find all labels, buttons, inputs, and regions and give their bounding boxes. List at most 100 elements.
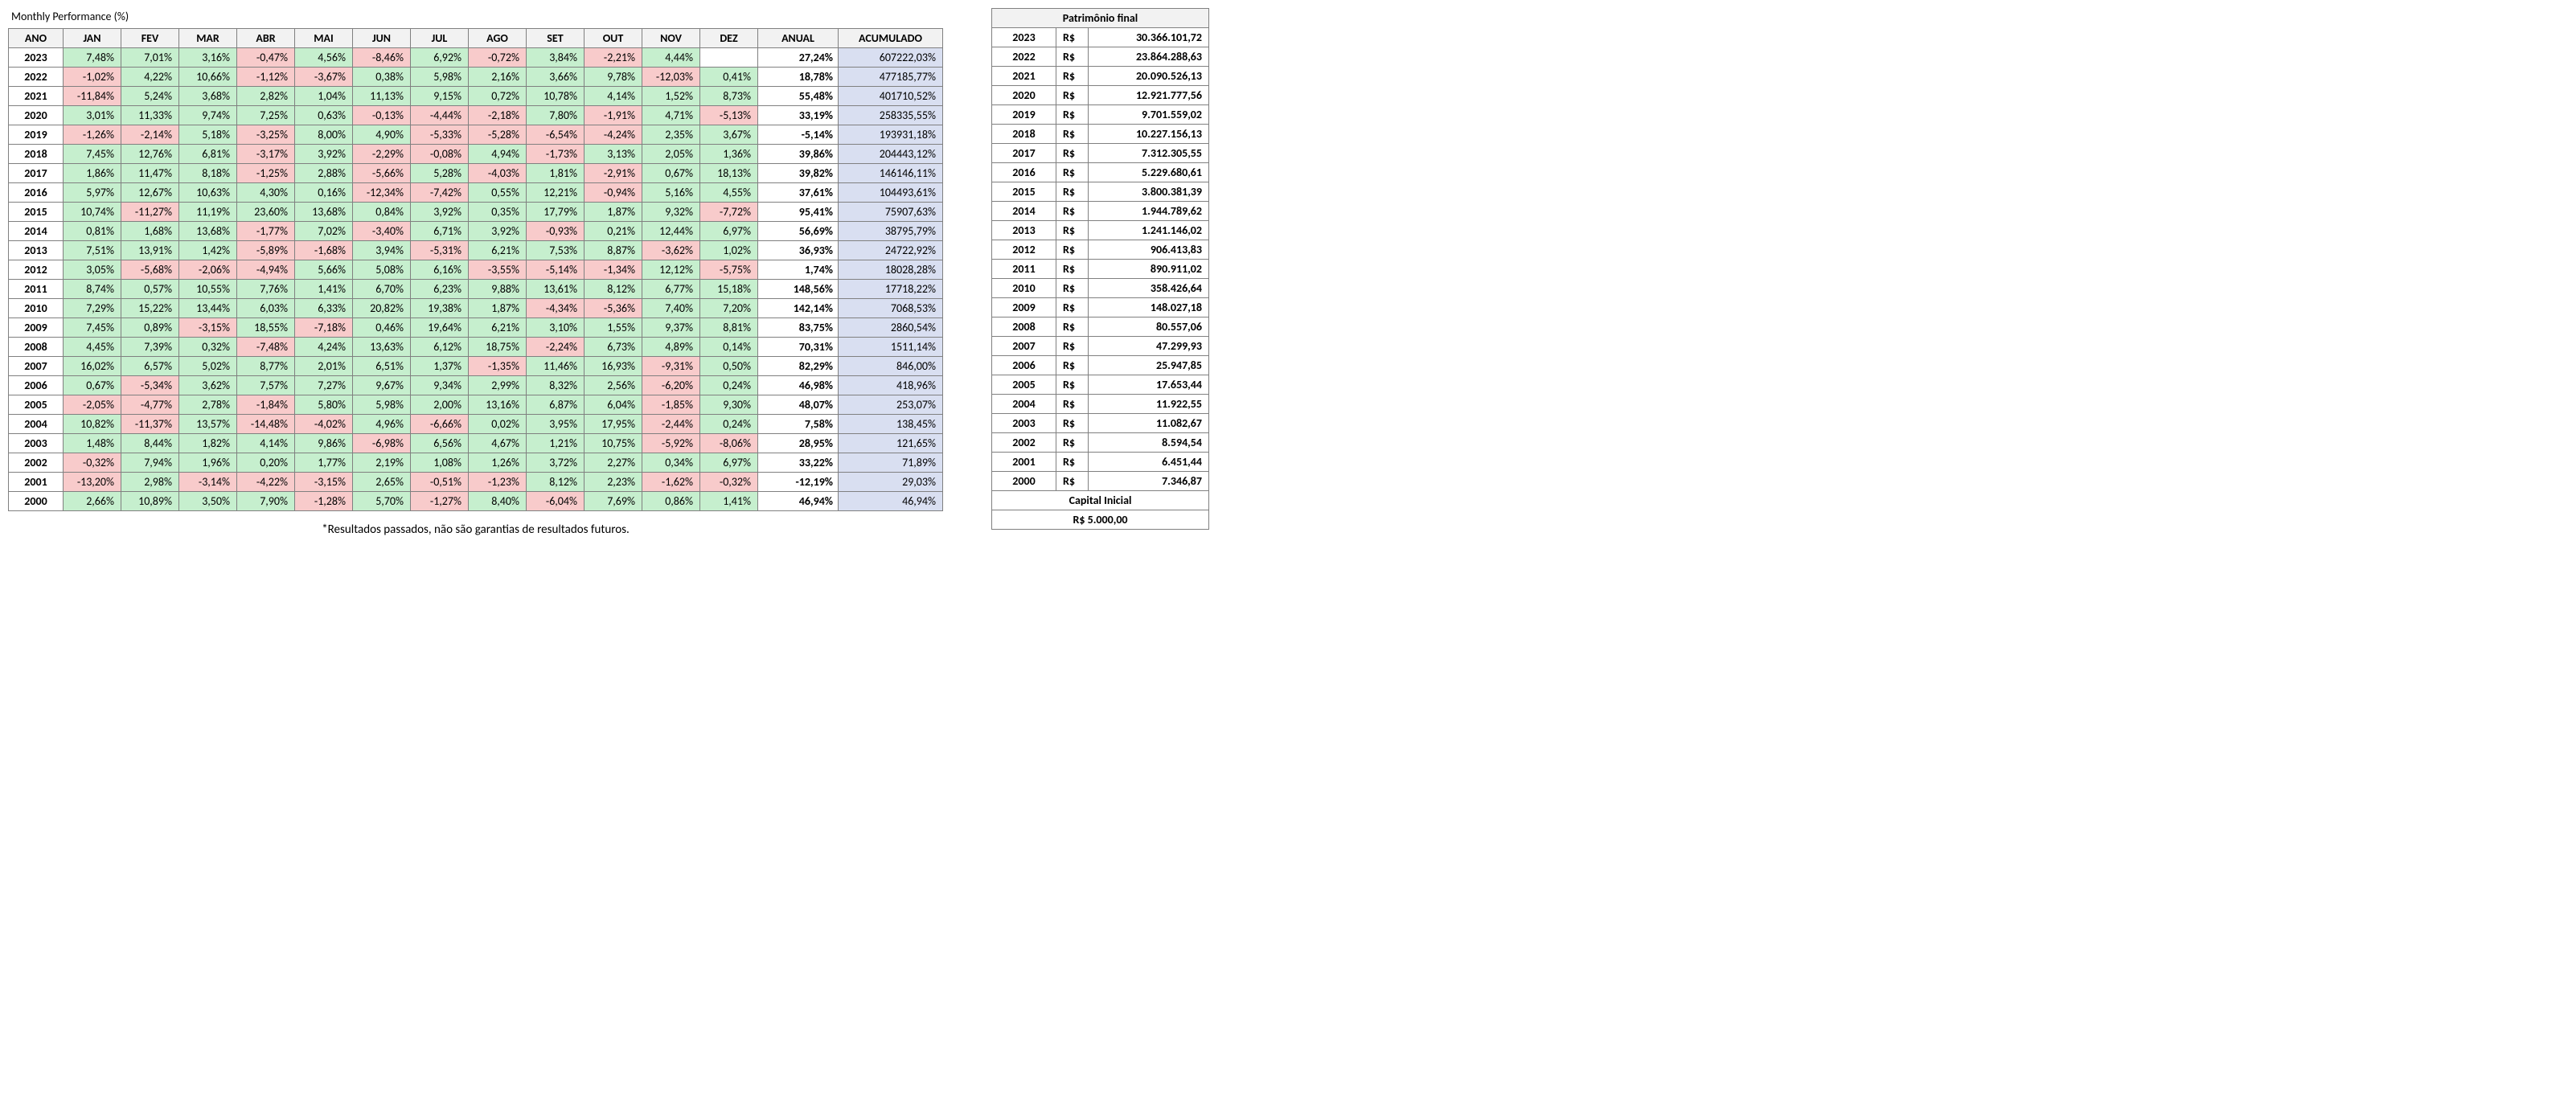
month-cell: 6,70% — [353, 280, 411, 299]
patrimonio-value: 148.027,18 — [1089, 298, 1209, 317]
year-cell: 2020 — [9, 106, 64, 125]
month-cell: 0,86% — [642, 492, 700, 511]
month-cell: -6,20% — [642, 376, 700, 395]
month-cell: -5,66% — [353, 164, 411, 183]
month-cell: 5,24% — [121, 87, 179, 106]
month-cell: 0,21% — [585, 222, 642, 241]
year-cell: 2012 — [9, 260, 64, 280]
table-row: 20097,45%0,89%-3,15%18,55%-7,18%0,46%19,… — [9, 318, 943, 338]
month-cell: 13,57% — [179, 415, 237, 434]
month-cell: 8,18% — [179, 164, 237, 183]
month-cell: -2,14% — [121, 125, 179, 145]
month-cell: 8,12% — [527, 473, 585, 492]
month-cell: 1,87% — [585, 203, 642, 222]
month-cell: 6,04% — [585, 395, 642, 415]
month-cell: -9,31% — [642, 357, 700, 376]
patrimonio-currency: R$ — [1056, 67, 1089, 86]
annual-cell: 27,24% — [758, 48, 839, 68]
patrimonio-year: 2014 — [992, 202, 1056, 221]
patrimonio-row: 2008R$80.557,06 — [992, 317, 1209, 337]
patrimonio-currency: R$ — [1056, 356, 1089, 375]
month-cell: -1,12% — [237, 68, 295, 87]
month-cell: -1,91% — [585, 106, 642, 125]
perf-header-cell: JAN — [64, 29, 121, 48]
month-cell: -2,44% — [642, 415, 700, 434]
month-cell: -3,55% — [469, 260, 527, 280]
annual-cell: 95,41% — [758, 203, 839, 222]
annual-cell: 37,61% — [758, 183, 839, 203]
month-cell: 11,47% — [121, 164, 179, 183]
month-cell: -5,75% — [700, 260, 758, 280]
month-cell: 8,44% — [121, 434, 179, 453]
year-cell: 2019 — [9, 125, 64, 145]
month-cell: 1,21% — [527, 434, 585, 453]
annual-cell: 7,58% — [758, 415, 839, 434]
cumulative-cell: 477185,77% — [839, 68, 943, 87]
month-cell: 4,22% — [121, 68, 179, 87]
month-cell: -1,27% — [411, 492, 469, 511]
month-cell: -7,48% — [237, 338, 295, 357]
patrimonio-year: 2005 — [992, 375, 1056, 395]
month-cell: 8,73% — [700, 87, 758, 106]
month-cell: 8,74% — [64, 280, 121, 299]
annual-cell: 82,29% — [758, 357, 839, 376]
month-cell: -8,46% — [353, 48, 411, 68]
patrimonio-row: 2019R$9.701.559,02 — [992, 105, 1209, 125]
month-cell: 1,52% — [642, 87, 700, 106]
patrimonio-value: 80.557,06 — [1089, 317, 1209, 337]
cumulative-cell: 29,03% — [839, 473, 943, 492]
month-cell: 3,92% — [411, 203, 469, 222]
patrimonio-currency: R$ — [1056, 395, 1089, 414]
perf-header-cell: MAI — [295, 29, 353, 48]
patrimonio-row: 2017R$7.312.305,55 — [992, 144, 1209, 163]
performance-table: ANOJANFEVMARABRMAIJUNJULAGOSETOUTNOVDEZA… — [8, 28, 943, 511]
month-cell: -7,72% — [700, 203, 758, 222]
perf-header-cell: ANO — [9, 29, 64, 48]
month-cell: 18,13% — [700, 164, 758, 183]
table-row: 200410,82%-11,37%13,57%-14,48%-4,02%4,96… — [9, 415, 943, 434]
month-cell: 0,02% — [469, 415, 527, 434]
month-cell: 6,33% — [295, 299, 353, 318]
month-cell: -1,62% — [642, 473, 700, 492]
month-cell: -5,13% — [700, 106, 758, 125]
perf-header-cell: OUT — [585, 29, 642, 48]
month-cell: 6,51% — [353, 357, 411, 376]
month-cell: 6,77% — [642, 280, 700, 299]
perf-header-cell: ABR — [237, 29, 295, 48]
month-cell: 10,63% — [179, 183, 237, 203]
month-cell: -0,13% — [353, 106, 411, 125]
patrimonio-currency: R$ — [1056, 221, 1089, 240]
annual-cell: 55,48% — [758, 87, 839, 106]
month-cell: -1,34% — [585, 260, 642, 280]
month-cell: 8,40% — [469, 492, 527, 511]
table-row: 20084,45%7,39%0,32%-7,48%4,24%13,63%6,12… — [9, 338, 943, 357]
patrimonio-row: 2023R$30.366.101,72 — [992, 28, 1209, 47]
annual-cell: 46,98% — [758, 376, 839, 395]
month-cell: -4,24% — [585, 125, 642, 145]
month-cell: 3,01% — [64, 106, 121, 125]
month-cell — [700, 48, 758, 68]
cumulative-cell: 18028,28% — [839, 260, 943, 280]
perf-header-cell: JUN — [353, 29, 411, 48]
month-cell: 0,72% — [469, 87, 527, 106]
month-cell: 0,63% — [295, 106, 353, 125]
patrimonio-row: 2013R$1.241.146,02 — [992, 221, 1209, 240]
annual-cell: 39,86% — [758, 145, 839, 164]
month-cell: -5,89% — [237, 241, 295, 260]
month-cell: -4,34% — [527, 299, 585, 318]
month-cell: -3,15% — [179, 318, 237, 338]
patrimonio-row: 2015R$3.800.381,39 — [992, 182, 1209, 202]
month-cell: -6,04% — [527, 492, 585, 511]
patrimonio-year: 2010 — [992, 279, 1056, 298]
patrimonio-body: 2023R$30.366.101,722022R$23.864.288,6320… — [992, 28, 1209, 530]
cumulative-cell: 46,94% — [839, 492, 943, 511]
patrimonio-currency: R$ — [1056, 453, 1089, 472]
month-cell: 2,65% — [353, 473, 411, 492]
month-cell: -2,91% — [585, 164, 642, 183]
month-cell: -5,34% — [121, 376, 179, 395]
table-row: 20123,05%-5,68%-2,06%-4,94%5,66%5,08%6,1… — [9, 260, 943, 280]
month-cell: 13,44% — [179, 299, 237, 318]
month-cell: 2,27% — [585, 453, 642, 473]
performance-header-row: ANOJANFEVMARABRMAIJUNJULAGOSETOUTNOVDEZA… — [9, 29, 943, 48]
month-cell: 0,14% — [700, 338, 758, 357]
